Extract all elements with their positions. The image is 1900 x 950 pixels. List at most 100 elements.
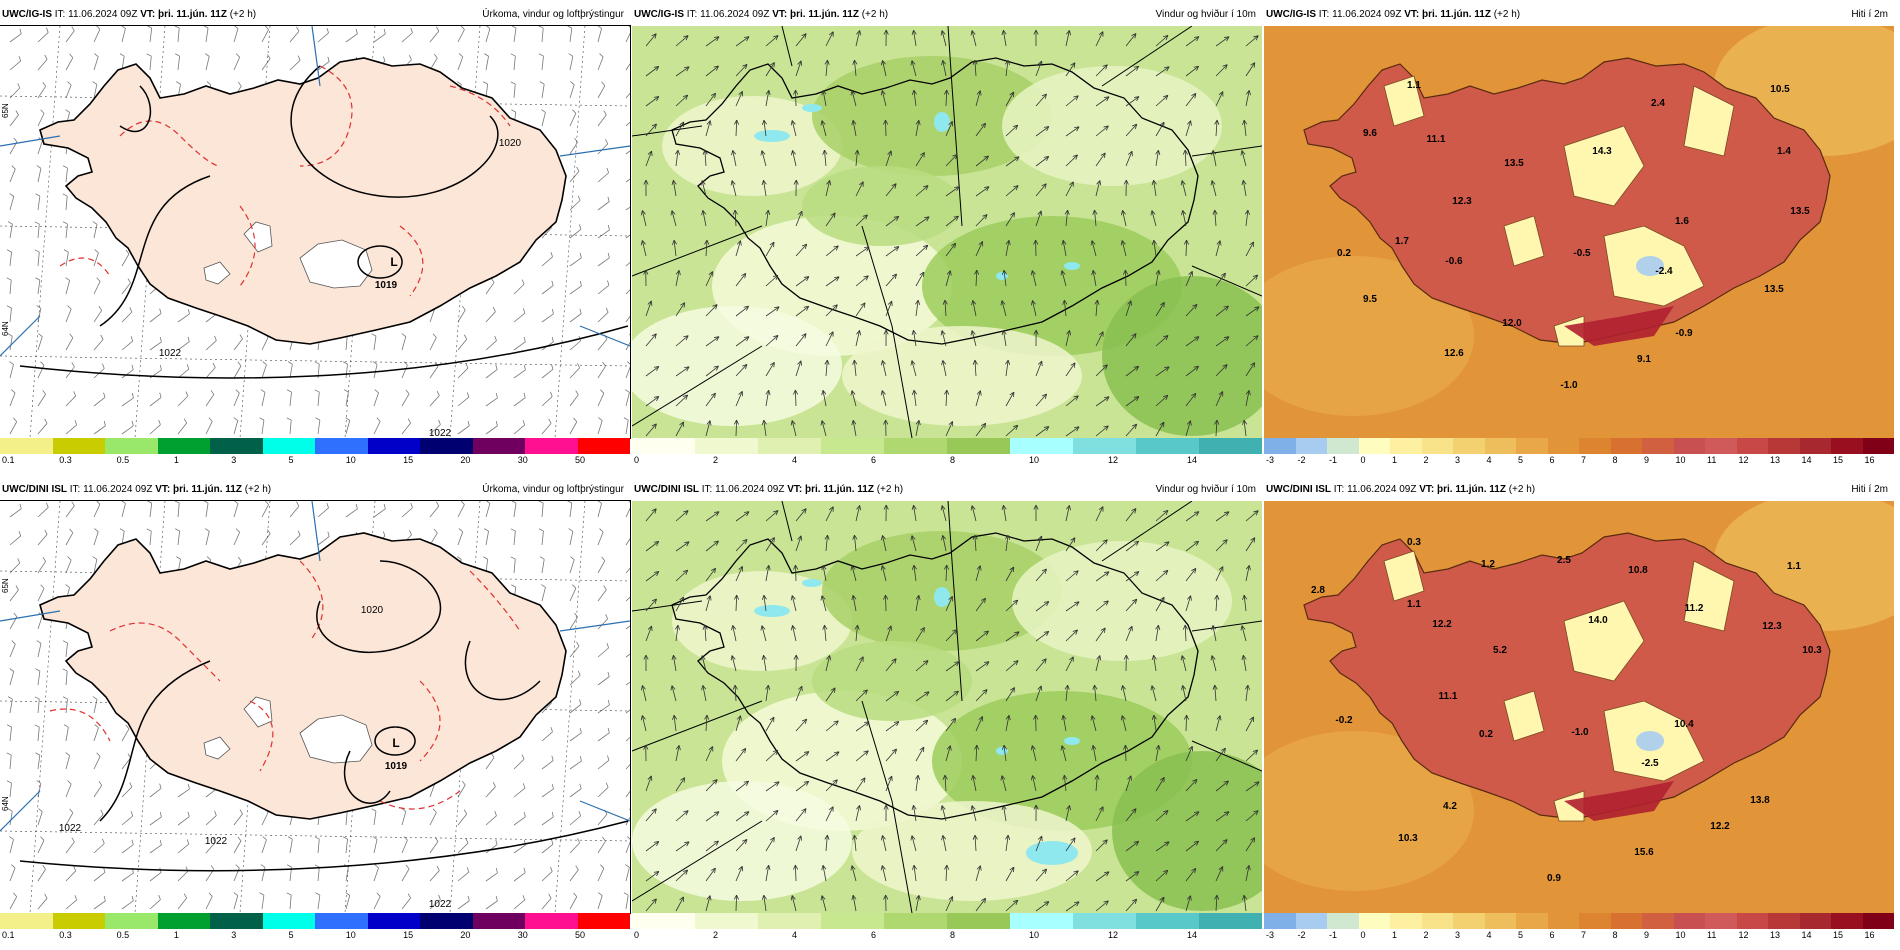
legend-swatch [1831, 913, 1863, 929]
temperature-label: 10.3 [1398, 833, 1418, 844]
pressure-label: 1020 [499, 138, 522, 149]
map-panel: UWC/IG-IS IT: 11.06.2024 09Z VT: þri. 11… [0, 4, 631, 466]
legend-swatch [884, 438, 947, 454]
legend-ticks: -3 -2 -1 0 1 2 3 4 5 6 7 8 9 10 11 12 13 14 15 16 [1264, 454, 1894, 466]
legend-tick-label: 0.3 [59, 930, 72, 940]
temperature-label: 10.3 [1802, 645, 1822, 656]
legend-tick-label: 1 [173, 930, 179, 940]
pressure-label: 1022 [205, 836, 228, 847]
map-panel: UWC/DINI ISL IT: 11.06.2024 09Z VT: þri.… [632, 479, 1262, 941]
legend-tick-label: -2 [1297, 930, 1306, 940]
map-view [632, 501, 1262, 913]
pressure-label: L [390, 255, 397, 269]
legend-swatch [1516, 438, 1548, 454]
legend-tick-label: 1 [1392, 930, 1398, 940]
legend-ticks: 0 2 4 6 8 10 12 14 [632, 929, 1262, 941]
legend-swatch [1264, 438, 1296, 454]
pressure-label: 1022 [429, 428, 452, 438]
legend-swatch [1136, 913, 1199, 929]
it-time: 11.06.2024 09Z [68, 9, 138, 20]
temperature-label: 4.2 [1443, 801, 1457, 812]
vt-label: VT: [140, 9, 156, 20]
model-name: UWC/DINI ISL [2, 484, 67, 495]
panel-header: UWC/DINI ISL IT: 11.06.2024 09Z VT: þri.… [0, 479, 630, 501]
temperature-label: -0.5 [1573, 248, 1591, 259]
legend-swatch [1453, 913, 1485, 929]
legend-tick-label: 5 [1518, 930, 1524, 940]
legend-swatch [1199, 438, 1262, 454]
legend-tick-label: -1 [1329, 930, 1338, 940]
legend-swatch [1421, 913, 1453, 929]
legend-tick-label: 14 [1187, 455, 1198, 465]
field-title: Úrkoma, vindur og loftþrýstingur [482, 9, 624, 20]
vt-time: þri. 11.jún. 11Z [790, 9, 859, 20]
pressure-label: 1019 [375, 280, 398, 291]
legend-swatch [1010, 913, 1073, 929]
temperature-label: 12.3 [1762, 621, 1782, 632]
latitude-label: 64N [1, 796, 10, 811]
legend-swatch [1295, 438, 1327, 454]
it-label: IT: [69, 484, 81, 495]
legend-tick-label: 2 [1423, 930, 1429, 940]
legend-tick-label: 50 [575, 455, 586, 465]
vt-time: þri. 11.jún. 11Z [1437, 484, 1506, 495]
latitude-label: 64N [1, 321, 10, 336]
legend-swatch [758, 438, 821, 454]
legend-swatch [52, 438, 105, 454]
vt-time: þri. 11.jún. 11Z [805, 484, 874, 495]
temperature-label: 11.2 [1685, 603, 1704, 614]
legend-bar [0, 913, 630, 929]
legend-tick-label: -1 [1329, 455, 1338, 465]
legend-bar [632, 913, 1262, 929]
legend-tick-label: 2 [713, 455, 719, 465]
legend-swatch [1136, 438, 1199, 454]
legend-swatch [632, 438, 695, 454]
legend-swatch [1358, 438, 1390, 454]
it-time: 11.06.2024 09Z [1332, 9, 1402, 20]
it-time: 11.06.2024 09Z [1347, 484, 1417, 495]
legend-swatch [1610, 913, 1642, 929]
legend-tick-label: 7 [1581, 455, 1587, 465]
legend-swatch [1358, 913, 1390, 929]
map-panel: UWC/DINI ISL IT: 11.06.2024 09Z VT: þri.… [0, 479, 631, 941]
legend-tick-label: 4 [1486, 930, 1492, 940]
legend-swatch [472, 438, 525, 454]
legend-swatch [0, 438, 53, 454]
temperature-label: 5.2 [1493, 645, 1507, 656]
pressure-label: 1019 [385, 761, 408, 772]
legend-tick-label: 13 [1770, 455, 1781, 465]
field-title: Hiti í 2m [1851, 484, 1888, 495]
legend-tick-label: 10 [1029, 930, 1040, 940]
temperature-label: 0.2 [1337, 248, 1351, 259]
legend-swatch [577, 438, 630, 454]
legend-swatch [105, 438, 158, 454]
temperature-label: -2.4 [1655, 266, 1673, 277]
legend-tick-label: 8 [1612, 455, 1618, 465]
color-legend: -3 -2 -1 0 1 2 3 4 5 6 7 8 9 10 11 12 13 14 15 16 [1264, 438, 1894, 466]
map-view: 1020 1019 L 1022 1022 65N 64N [0, 25, 631, 439]
map-view: 0.3 2.8 1.1 1.2 2.5 10.8 1.1 12.2 14.0 11.2 12.3 10… [1264, 501, 1894, 913]
legend-swatch [1516, 913, 1548, 929]
legend-tick-label: 16 [1864, 455, 1875, 465]
legend-tick-label: 12 [1108, 930, 1119, 940]
temperature-label: 10.5 [1770, 84, 1790, 95]
legend-swatch [1862, 438, 1894, 454]
lead-time: (+2 h) [861, 9, 889, 20]
legend-swatch [52, 913, 105, 929]
temperature-label: 1.6 [1675, 216, 1689, 227]
temperature-label: 14.3 [1592, 146, 1612, 157]
vt-label: VT: [787, 484, 803, 495]
model-name: UWC/DINI ISL [1266, 484, 1331, 495]
temperature-label: 14.0 [1588, 615, 1608, 626]
legend-swatch [210, 438, 263, 454]
legend-swatch [1295, 913, 1327, 929]
pressure-label: 1022 [429, 899, 452, 910]
temperature-label: 12.6 [1444, 348, 1464, 359]
latitude-label: 65N [1, 578, 10, 593]
legend-tick-label: 4 [792, 455, 798, 465]
color-legend: 0 2 4 6 8 10 12 14 [632, 913, 1262, 941]
temperature-label: 9.6 [1363, 128, 1377, 139]
it-label: IT: [1333, 484, 1345, 495]
model-name: UWC/DINI ISL [634, 484, 699, 495]
map-panel: UWC/IG-IS IT: 11.06.2024 09Z VT: þri. 11… [1264, 4, 1894, 466]
